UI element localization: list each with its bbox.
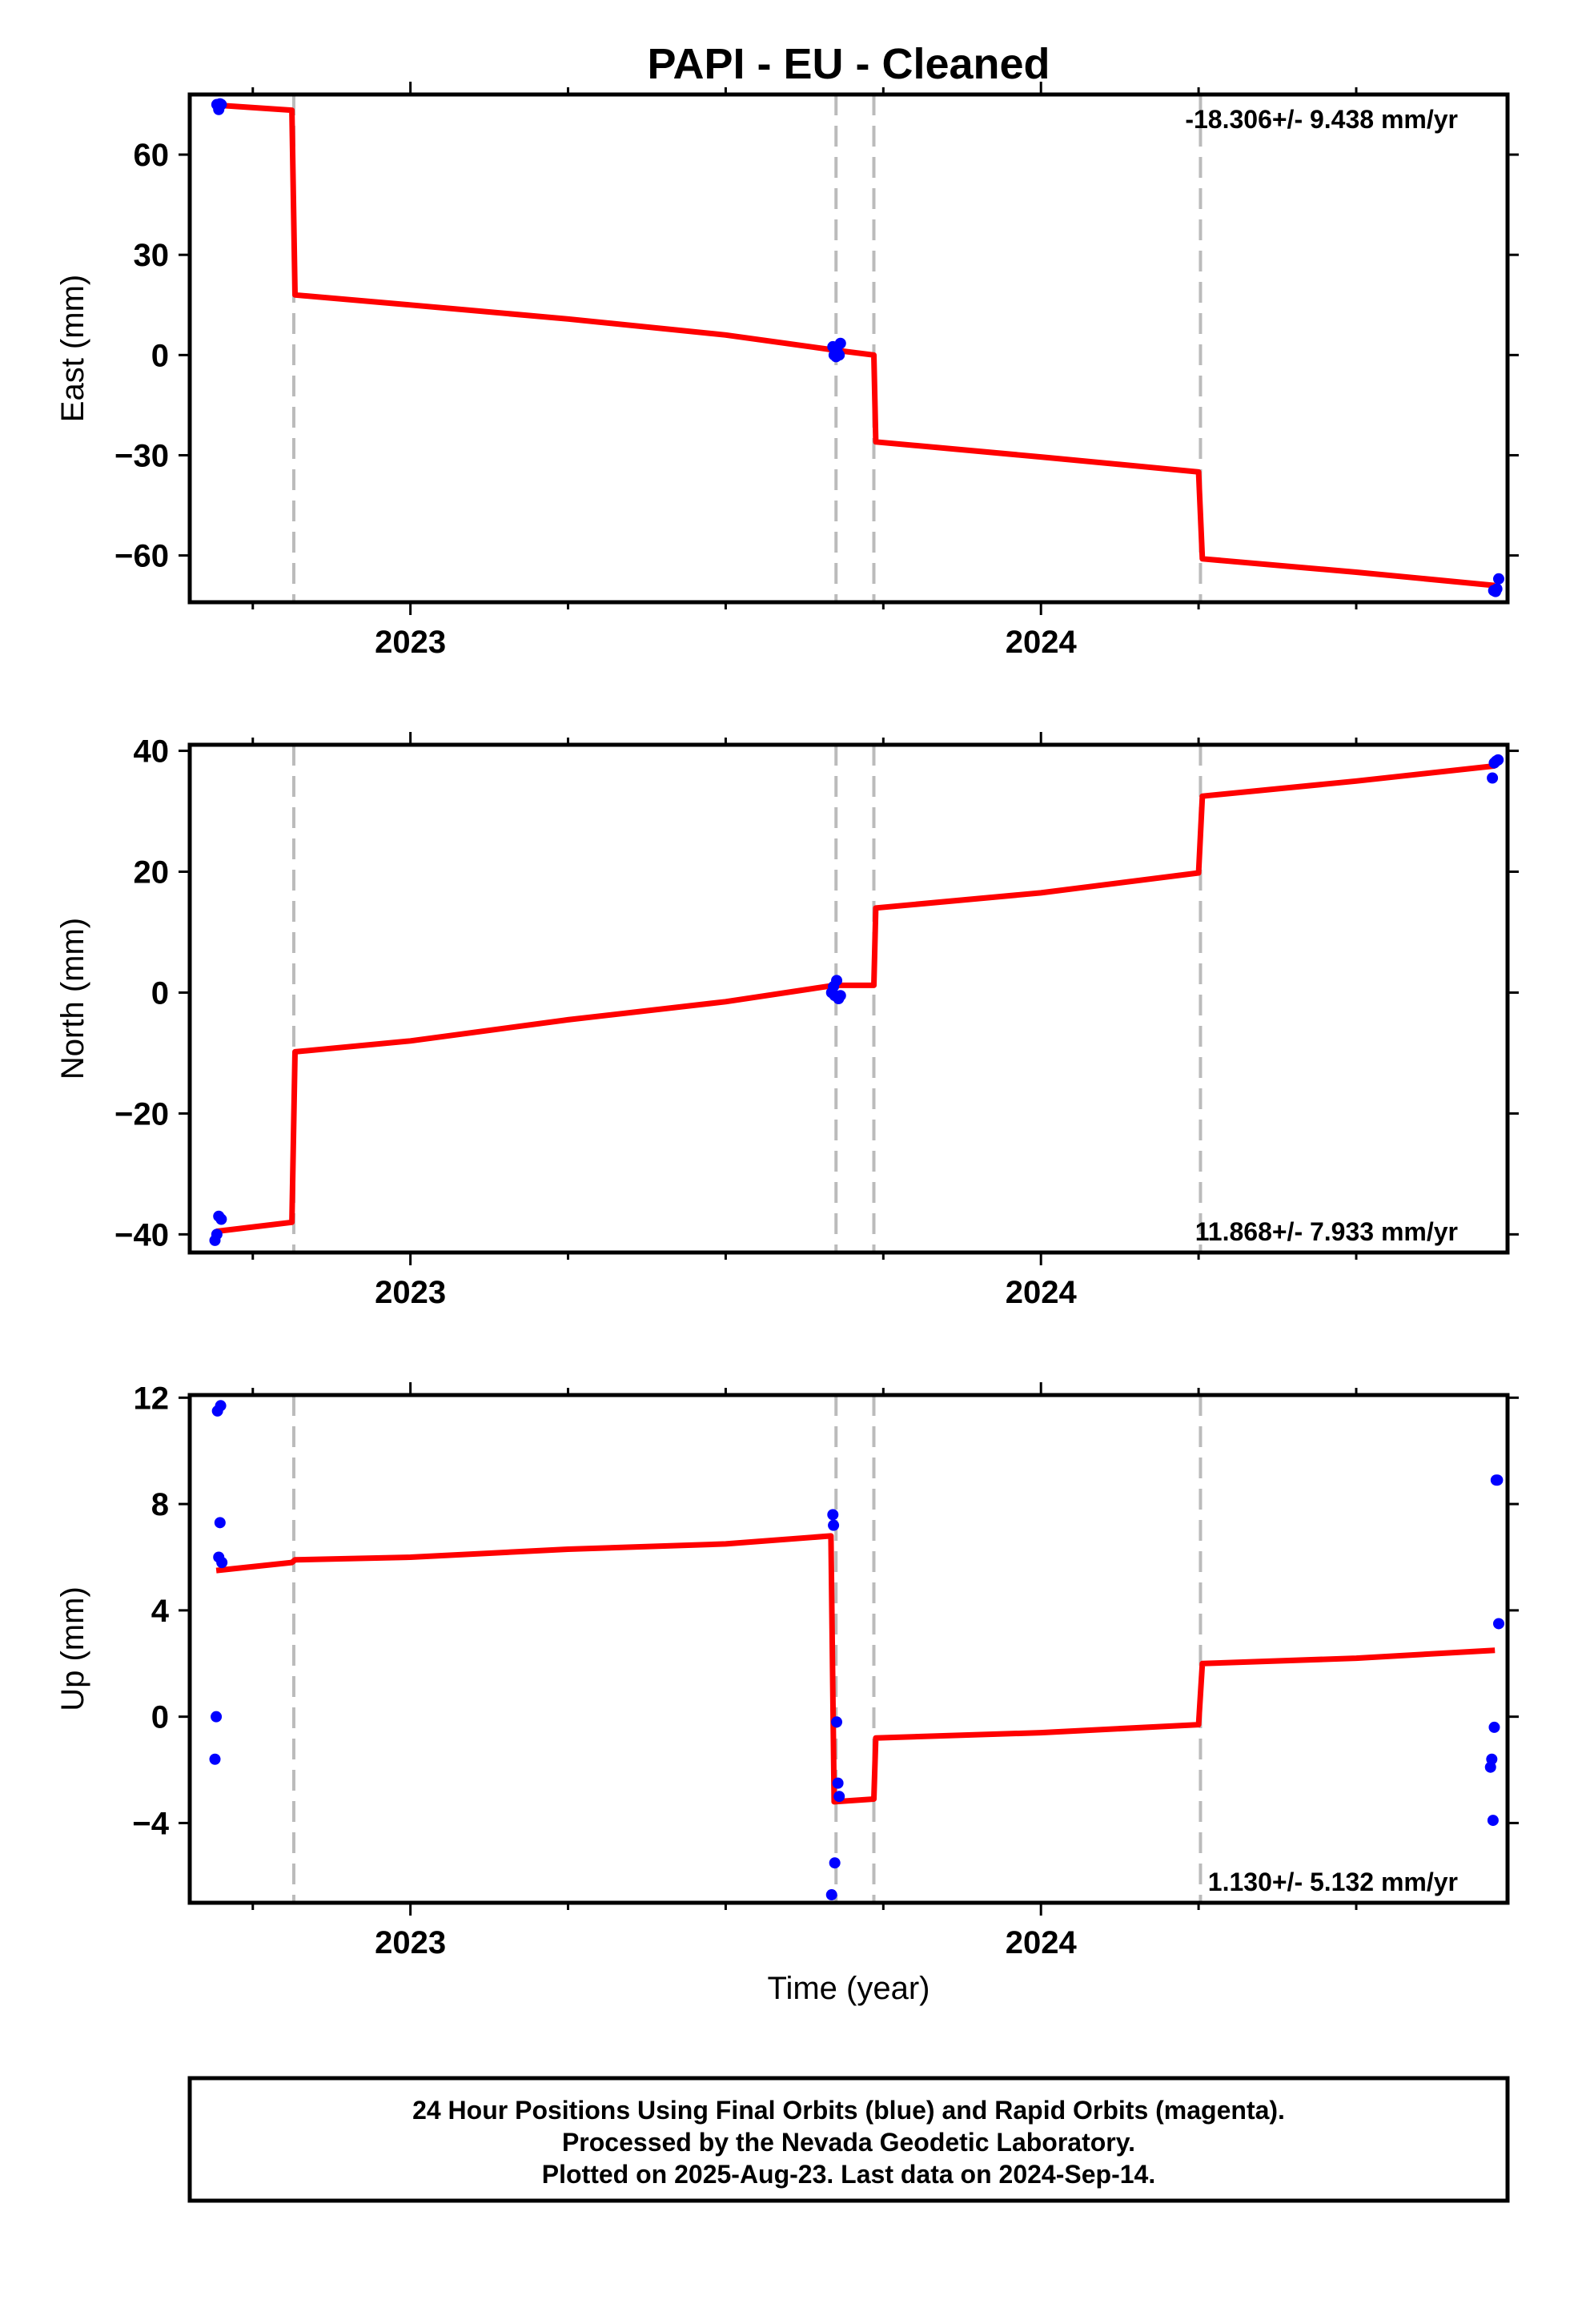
east-model-line [215, 102, 1496, 589]
footer-box: 24 Hour Positions Using Final Orbits (bl… [187, 2076, 1510, 2203]
up-panel: −4 0 4 8 12 2023 2024 Up (mm) 1.130+/- 5.132 mm/… [55, 1381, 1519, 1960]
east-data-point-9 [834, 337, 846, 349]
up-data-point-4 [214, 1517, 226, 1529]
north-data-point-9 [834, 990, 846, 1002]
north-data-point-13 [1492, 754, 1504, 766]
up-data-point-12 [832, 1777, 844, 1789]
north-y-tick-label-3: 20 [134, 855, 170, 891]
footer-line-1: 24 Hour Positions Using Final Orbits (bl… [412, 2096, 1285, 2125]
up-y-tick-label-2: 4 [151, 1594, 170, 1629]
up-y-tick-label-3: 8 [151, 1487, 169, 1522]
north-data-point-1 [211, 1228, 223, 1240]
x-axis-label: Time (year) [768, 1971, 930, 2006]
up-data-point-5 [215, 1400, 227, 1412]
north-y-tick-label-0: −40 [114, 1217, 169, 1252]
up-y-tick-label-1: 0 [151, 1700, 169, 1735]
up-data-point-1 [211, 1711, 223, 1723]
footer-line-2: Processed by the Nevada Geodetic Laborat… [562, 2128, 1135, 2157]
north-data-point-7 [831, 975, 843, 987]
east-x-tick-label-0: 2023 [375, 625, 446, 660]
north-y-axis-label: North (mm) [55, 918, 90, 1080]
north-panel: −40 −20 0 20 40 2023 2024 North (mm) 11.868+/- 7… [55, 732, 1519, 1310]
north-rate-annotation: 11.868+/- 7.933 mm/yr [1195, 1217, 1458, 1246]
east-panel: −60 −30 0 30 60 2023 2024 East (mm) -18.306+/- 9… [55, 82, 1519, 660]
chart-title: PAPI - EU - Cleaned [647, 40, 1050, 88]
up-data-point-17 [1488, 1721, 1500, 1733]
east-x-tick-label-1: 2024 [1006, 625, 1078, 660]
north-y-tick-label-4: 40 [134, 734, 170, 770]
up-model-line [215, 1533, 1496, 1805]
footer-line-3: Plotted on 2025-Aug-23. Last data on 202… [542, 2160, 1155, 2189]
up-data-point-15 [1486, 1753, 1498, 1765]
north-x-tick-label-1: 2024 [1006, 1275, 1078, 1310]
up-data-point-20 [1492, 1618, 1504, 1630]
up-data-point-19 [1492, 1474, 1504, 1486]
east-y-tick-label-4: 60 [134, 138, 170, 173]
east-data-point-3 [215, 99, 227, 111]
up-x-tick-label-1: 2024 [1006, 1925, 1078, 1960]
up-data-point-8 [827, 1509, 839, 1521]
east-data-point-13 [1492, 573, 1504, 585]
east-y-tick-label-2: 0 [151, 338, 169, 373]
up-rate-annotation: 1.130+/- 5.132 mm/yr [1208, 1868, 1458, 1896]
up-data-point-6 [216, 1557, 228, 1569]
north-data-point-3 [215, 1213, 227, 1225]
up-frame [187, 1393, 1510, 1905]
east-y-tick-label-1: −30 [114, 438, 169, 473]
up-data-point-9 [828, 1519, 840, 1531]
east-data-point-8 [833, 349, 845, 361]
north-y-tick-label-1: −20 [114, 1096, 169, 1132]
footer-frame [187, 2076, 1510, 2203]
north-x-tick-label-0: 2023 [375, 1275, 446, 1310]
east-data-point-12 [1491, 583, 1503, 595]
up-y-tick-label-4: 12 [134, 1381, 170, 1416]
east-rate-annotation: -18.306+/- 9.438 mm/yr [1185, 105, 1458, 134]
east-frame [187, 92, 1510, 605]
east-y-axis-label: East (mm) [55, 275, 90, 422]
up-data-point-16 [1487, 1815, 1499, 1827]
up-y-axis-label: Up (mm) [55, 1586, 90, 1711]
up-y-tick-label-0: −4 [132, 1806, 169, 1841]
north-y-tick-label-2: 0 [151, 975, 169, 1011]
east-y-tick-label-3: 30 [134, 238, 170, 273]
north-data-point-10 [1487, 772, 1499, 784]
east-y-tick-label-0: −60 [114, 539, 169, 574]
up-data-point-7 [825, 1889, 837, 1901]
north-model-line [215, 762, 1496, 1235]
up-data-point-0 [209, 1753, 221, 1765]
up-x-tick-label-0: 2023 [375, 1925, 446, 1960]
up-data-point-13 [833, 1791, 845, 1803]
north-frame [187, 742, 1510, 1255]
up-data-point-10 [829, 1857, 841, 1869]
up-data-point-11 [831, 1716, 843, 1728]
